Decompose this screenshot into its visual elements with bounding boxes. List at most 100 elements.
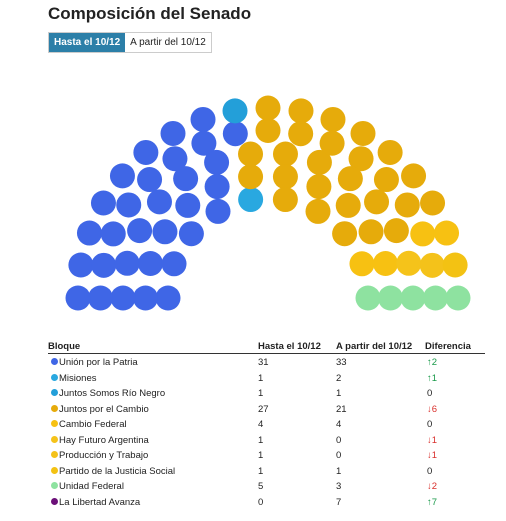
table-row: Unión por la Patria 31 33 ↑2 (48, 354, 485, 370)
seat (348, 146, 374, 172)
seats-before: 4 (258, 419, 264, 430)
seat (335, 192, 361, 218)
party-name: Hay Futuro Argentina (59, 434, 149, 446)
table-row: Misiones 1 2 ↑1 (48, 370, 485, 386)
seat (306, 174, 332, 200)
table-row: Juntos Somos Río Negro 1 1 0 (48, 385, 485, 401)
difference: 0 (427, 419, 433, 430)
seats-after: 1 (336, 465, 342, 477)
difference: ↓6 (427, 403, 438, 415)
seat (378, 285, 403, 311)
seat (127, 218, 153, 244)
seat (396, 250, 422, 276)
seat (373, 250, 399, 276)
seats-before: 1 (258, 388, 264, 399)
party-name: Juntos Somos Río Negro (59, 388, 166, 399)
seat (445, 285, 471, 311)
table-row: Hay Futuro Argentina 1 0 ↓1 (48, 432, 485, 448)
party-name: Misiones (59, 372, 97, 384)
seat (255, 118, 281, 143)
legend-dot (51, 389, 58, 396)
seats-before: 0 (258, 496, 264, 508)
seats-after: 3 (336, 481, 342, 492)
difference: ↓1 (427, 450, 438, 461)
seat (175, 192, 201, 218)
seat (110, 285, 136, 311)
seat (272, 187, 298, 213)
seats-after: 0 (336, 450, 342, 461)
seat (100, 221, 126, 247)
seat (332, 221, 358, 247)
difference: ↑1 (427, 372, 438, 384)
seat (160, 120, 186, 146)
seat (76, 220, 102, 246)
table-row: Juntos por el Cambio 27 21 ↓6 (48, 401, 485, 417)
seat (420, 190, 446, 216)
difference: ↑7 (427, 496, 438, 508)
difference: 0 (427, 465, 433, 477)
seat (364, 189, 390, 215)
seat (90, 190, 116, 216)
seat (349, 251, 375, 277)
legend-dot (51, 482, 58, 489)
seat (133, 139, 159, 165)
seat (155, 285, 181, 311)
seat (272, 141, 298, 167)
seat (373, 167, 399, 193)
seat (288, 121, 314, 147)
column-header: A partir del 10/12 (336, 341, 413, 352)
party-name: Unión por la Patria (59, 357, 138, 368)
seat (394, 192, 420, 218)
seat (400, 285, 426, 311)
seat (423, 285, 448, 311)
seat (401, 163, 427, 189)
seats-after: 21 (336, 403, 347, 415)
seat (191, 130, 217, 156)
seat (419, 252, 445, 278)
seat (222, 98, 248, 124)
tabs: Hasta el 10/12 A partir del 10/12 (48, 32, 212, 53)
seat (383, 218, 409, 244)
legend-dot (51, 497, 58, 505)
seats-before: 1 (258, 465, 264, 477)
seat (161, 251, 187, 277)
seats-before: 1 (258, 434, 264, 446)
legend-dot (51, 358, 58, 365)
seat (152, 219, 178, 245)
seat (320, 106, 346, 132)
party-name: La Libertad Avanza (59, 496, 141, 508)
seats-after: 2 (336, 372, 342, 384)
column-header: Diferencia (425, 341, 471, 352)
table-row: Unidad Federal 5 3 ↓2 (48, 478, 485, 494)
seat (146, 189, 172, 215)
column-header: Hasta el 10/12 (258, 341, 321, 352)
seat (337, 166, 363, 192)
tab[interactable]: A partir del 10/12 (130, 37, 206, 48)
legend-dot (51, 435, 58, 443)
legend-dot (51, 451, 58, 458)
seats-after: 0 (336, 434, 342, 446)
seat (114, 250, 140, 276)
seat (162, 146, 188, 172)
seat (91, 252, 117, 278)
seat (319, 130, 345, 156)
page-title: Composición del Senado (48, 4, 252, 23)
table-row: Producción y Trabajo 1 0 ↓1 (48, 447, 485, 463)
seat (255, 95, 281, 121)
difference: ↑2 (427, 357, 438, 368)
seat (306, 149, 332, 175)
tab[interactable]: Hasta el 10/12 (49, 33, 126, 52)
seat (434, 220, 460, 246)
seat (272, 164, 298, 190)
seats-before: 1 (258, 450, 264, 461)
column-header: Bloque (48, 341, 81, 352)
seat (288, 98, 314, 124)
seat (116, 192, 142, 218)
seat (358, 219, 384, 245)
party-name: Unidad Federal (59, 481, 124, 492)
table-row: Partido de la Justicia Social 1 1 0 (48, 463, 485, 479)
seat (238, 164, 264, 190)
difference: ↓1 (427, 434, 438, 446)
seats-before: 5 (258, 481, 264, 492)
